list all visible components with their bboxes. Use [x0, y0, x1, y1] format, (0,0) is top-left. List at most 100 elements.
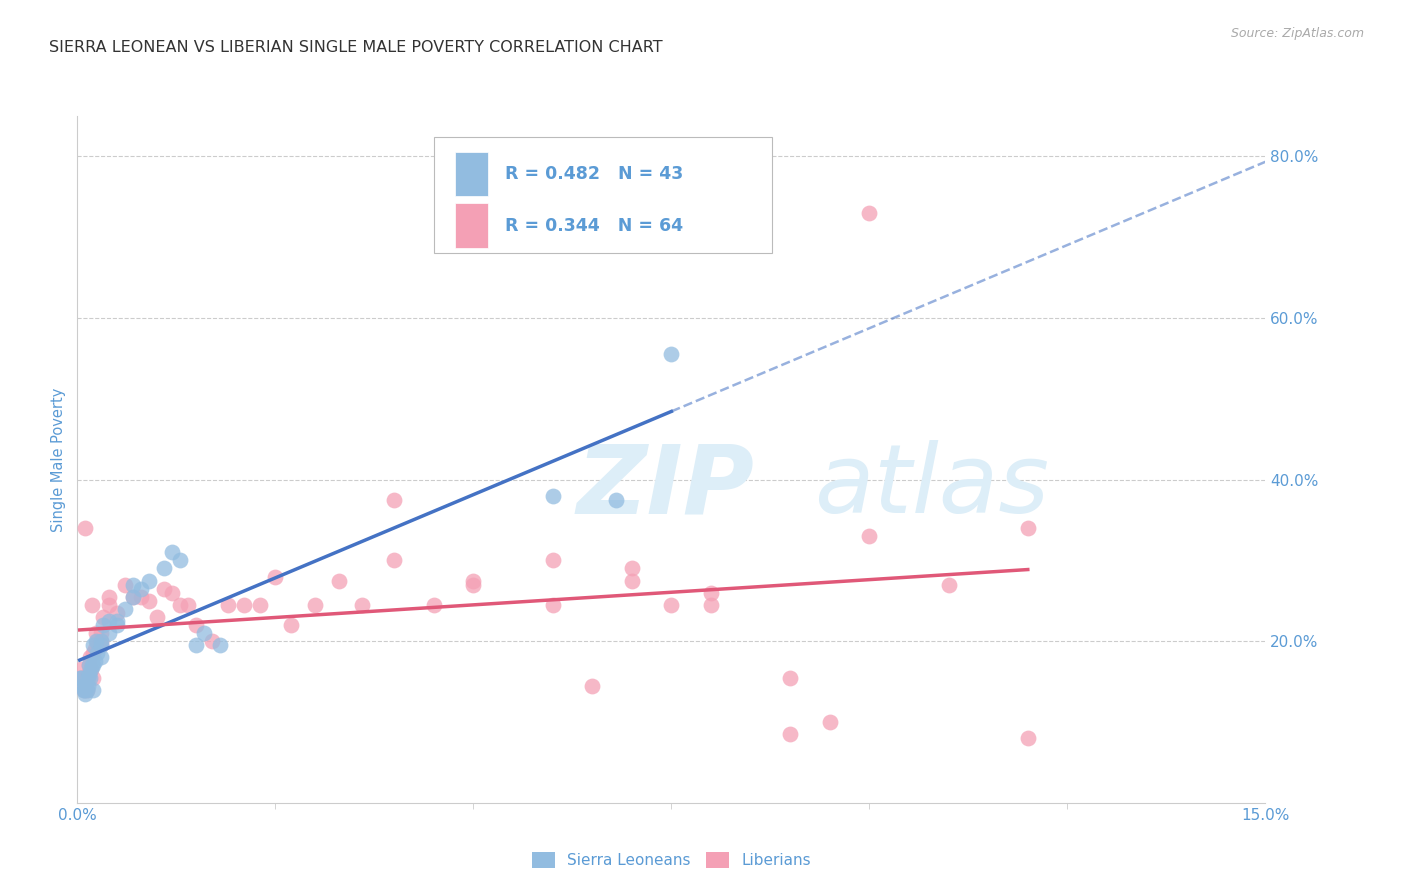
- Text: ZIP: ZIP: [576, 441, 754, 533]
- Point: [77, 658, 100, 673]
- Point: [129, 590, 152, 604]
- Point: [818, 714, 841, 729]
- Point: [90, 626, 112, 640]
- Point: [80, 663, 103, 677]
- Point: [382, 553, 405, 567]
- Point: [83, 654, 105, 668]
- Point: [80, 663, 103, 677]
- Point: [463, 574, 485, 588]
- Point: [153, 582, 176, 596]
- Point: [858, 529, 880, 543]
- Point: [98, 598, 121, 612]
- Point: [105, 618, 128, 632]
- Point: [76, 671, 98, 685]
- Point: [153, 561, 176, 575]
- Point: [1017, 731, 1039, 746]
- Point: [76, 682, 98, 697]
- Text: Source: ZipAtlas.com: Source: ZipAtlas.com: [1230, 27, 1364, 40]
- Point: [605, 492, 627, 507]
- Point: [423, 598, 446, 612]
- Point: [80, 598, 103, 612]
- Point: [938, 577, 960, 591]
- Point: [280, 618, 302, 632]
- Point: [620, 574, 643, 588]
- Point: [162, 545, 184, 559]
- Legend: Sierra Leoneans, Liberians: Sierra Leoneans, Liberians: [526, 846, 817, 874]
- Point: [77, 666, 100, 681]
- Point: [858, 206, 880, 220]
- Point: [162, 585, 184, 599]
- Point: [80, 658, 103, 673]
- Point: [75, 521, 97, 535]
- Point: [105, 614, 128, 628]
- Point: [82, 671, 104, 685]
- Point: [581, 679, 603, 693]
- Point: [217, 598, 239, 612]
- Point: [98, 614, 121, 628]
- Text: atlas: atlas: [814, 441, 1049, 533]
- Point: [661, 347, 683, 361]
- Point: [82, 658, 104, 673]
- Point: [70, 671, 93, 685]
- Point: [541, 553, 564, 567]
- Point: [249, 598, 271, 612]
- Point: [72, 679, 94, 693]
- FancyBboxPatch shape: [434, 136, 772, 253]
- Point: [77, 658, 100, 673]
- Point: [193, 626, 215, 640]
- Point: [90, 638, 112, 652]
- Text: R = 0.482   N = 43: R = 0.482 N = 43: [505, 165, 683, 183]
- Point: [82, 682, 104, 697]
- Bar: [456, 203, 488, 248]
- Point: [1017, 521, 1039, 535]
- Point: [73, 682, 96, 697]
- Y-axis label: Single Male Poverty: Single Male Poverty: [51, 387, 66, 532]
- Point: [98, 626, 121, 640]
- Point: [138, 594, 160, 608]
- Point: [169, 598, 191, 612]
- Point: [201, 634, 224, 648]
- Point: [75, 687, 97, 701]
- Point: [90, 634, 112, 648]
- Point: [620, 561, 643, 575]
- Point: [779, 671, 801, 685]
- Point: [76, 666, 98, 681]
- Point: [186, 618, 208, 632]
- Point: [72, 679, 94, 693]
- Point: [121, 577, 143, 591]
- Point: [121, 590, 143, 604]
- Point: [700, 598, 723, 612]
- Point: [84, 626, 107, 640]
- Point: [73, 682, 96, 697]
- Point: [84, 634, 107, 648]
- Point: [90, 634, 112, 648]
- Point: [463, 577, 485, 591]
- Point: [73, 682, 96, 697]
- Point: [79, 671, 101, 685]
- Point: [541, 598, 564, 612]
- Point: [169, 553, 191, 567]
- Point: [82, 646, 104, 660]
- Point: [90, 650, 112, 665]
- Point: [86, 634, 108, 648]
- Point: [232, 598, 254, 612]
- Point: [145, 610, 167, 624]
- Point: [114, 577, 136, 591]
- Bar: [456, 152, 488, 196]
- Point: [86, 646, 108, 660]
- Point: [382, 492, 405, 507]
- Point: [208, 638, 231, 652]
- Point: [70, 663, 93, 677]
- Text: SIERRA LEONEAN VS LIBERIAN SINGLE MALE POVERTY CORRELATION CHART: SIERRA LEONEAN VS LIBERIAN SINGLE MALE P…: [49, 40, 662, 55]
- Point: [82, 638, 104, 652]
- Point: [352, 598, 374, 612]
- Point: [90, 638, 112, 652]
- Point: [328, 574, 350, 588]
- Point: [129, 582, 152, 596]
- Point: [69, 671, 91, 685]
- Point: [661, 598, 683, 612]
- Point: [98, 590, 121, 604]
- Point: [77, 679, 100, 693]
- Point: [75, 679, 97, 693]
- Point: [541, 489, 564, 503]
